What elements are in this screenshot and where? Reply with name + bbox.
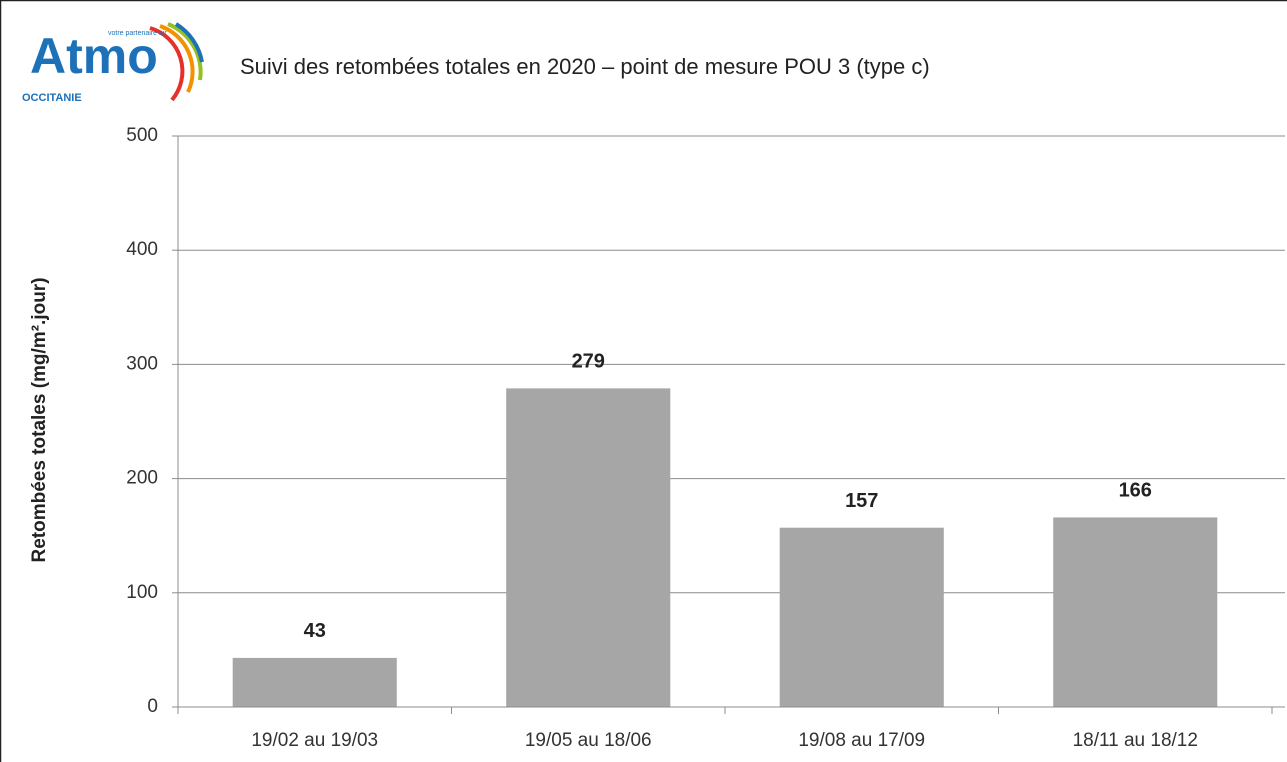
logo-region: OCCITANIE <box>22 92 82 104</box>
y-tick-label: 100 <box>126 582 158 603</box>
bar <box>232 657 397 707</box>
chart-title: Suivi des retombées totales en 2020 – po… <box>240 54 930 79</box>
value-label: 157 <box>845 490 878 512</box>
value-label: 166 <box>1119 480 1152 502</box>
x-tick-label: 19/08 au 17/09 <box>798 730 925 751</box>
logo-arc <box>174 22 204 63</box>
x-tick-label: 18/11 au 18/12 <box>1073 730 1198 751</box>
logo: Atmo OCCITANIE votre partenaire air <box>22 22 204 104</box>
logo-arc <box>149 26 185 102</box>
y-axis-label: Retombées totales (mg/m².jour) <box>29 277 50 562</box>
bar <box>506 388 671 707</box>
logo-name: Atmo <box>30 28 158 84</box>
bar <box>1053 517 1218 707</box>
value-label: 43 <box>304 620 326 642</box>
x-tick-label: 19/05 au 18/06 <box>525 730 652 751</box>
value-label: 279 <box>572 351 605 373</box>
logo-arc <box>167 22 203 81</box>
x-tick-label: 19/02 au 19/03 <box>251 730 378 751</box>
bar <box>779 527 944 707</box>
y-tick-label: 400 <box>126 239 158 260</box>
y-tick-label: 500 <box>126 125 158 146</box>
logo-tagline: votre partenaire air <box>108 30 167 37</box>
y-tick-label: 0 <box>147 696 158 717</box>
y-tick-label: 300 <box>126 353 158 374</box>
logo-arc <box>159 24 195 93</box>
y-tick-label: 200 <box>126 468 158 489</box>
